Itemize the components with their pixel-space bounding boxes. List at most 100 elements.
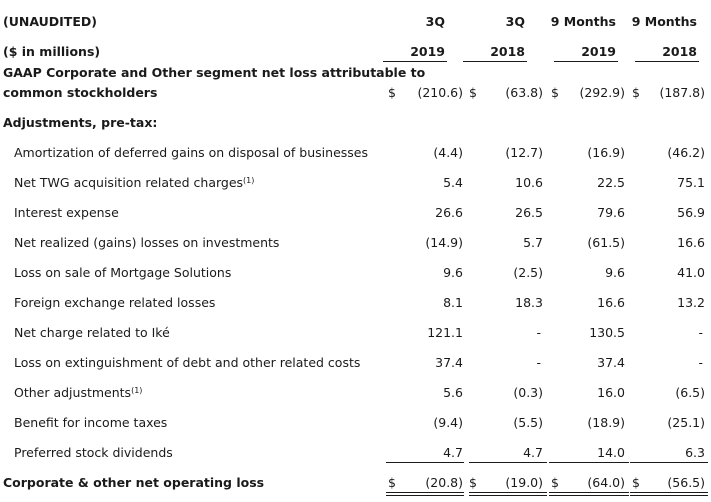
- gaap-row-label: common stockholders: [3, 85, 158, 100]
- gaap-row-value: (63.8): [505, 85, 543, 100]
- column-year: 2019: [581, 44, 616, 59]
- subtotal-rule: [630, 462, 708, 463]
- adjustment-label: Net TWG acquisition related charges(1): [14, 175, 254, 191]
- adjustment-label: Loss on extinguishment of debt and other…: [14, 355, 360, 371]
- header-underline: [554, 61, 618, 62]
- adjustment-value: 16.6: [677, 235, 705, 250]
- adjustment-value: (9.4): [433, 415, 463, 430]
- total-double-rule: [469, 492, 547, 493]
- adjustment-value: 37.4: [597, 355, 625, 370]
- currency-sign: $: [469, 85, 477, 100]
- adjustment-label: Net charge related to Iké: [14, 325, 170, 341]
- adjustments-heading: Adjustments, pre-tax:: [3, 115, 158, 130]
- adjustment-value: 5.7: [523, 235, 543, 250]
- adjustment-label: Benefit for income taxes: [14, 415, 167, 431]
- gaap-row-label: GAAP Corporate and Other segment net los…: [3, 65, 426, 80]
- adjustment-label-text: Interest expense: [14, 205, 119, 220]
- currency-sign: $: [632, 85, 640, 100]
- adjustment-label: Other adjustments(1): [14, 385, 142, 401]
- total-double-rule: [630, 495, 708, 496]
- adjustment-value: -: [698, 325, 703, 340]
- adjustment-label-text: Benefit for income taxes: [14, 415, 168, 430]
- total-double-rule: [469, 495, 547, 496]
- adjustment-value: 8.1: [443, 295, 463, 310]
- adjustment-label: Preferred stock dividends: [14, 445, 173, 461]
- adjustment-value: 26.5: [515, 205, 543, 220]
- header-units: ($ in millions): [3, 44, 101, 59]
- column-period: 9 Months: [631, 14, 697, 29]
- adjustment-value: (14.9): [425, 235, 463, 250]
- header-underline: [463, 61, 527, 62]
- adjustment-label: Foreign exchange related losses: [14, 295, 215, 311]
- adjustment-label-text: Other adjustments: [14, 385, 132, 400]
- footnote-marker: (1): [131, 386, 143, 395]
- adjustment-value: (2.5): [513, 265, 543, 280]
- adjustment-value: 9.6: [605, 265, 625, 280]
- adjustment-label-text: Loss on extinguishment of debt and other…: [14, 355, 361, 370]
- adjustment-value: (25.1): [667, 415, 705, 430]
- adjustment-value: 130.5: [589, 325, 625, 340]
- adjustment-value: 79.6: [597, 205, 625, 220]
- adjustment-value: 14.0: [597, 445, 625, 460]
- adjustment-value: 6.3: [685, 445, 705, 460]
- adjustment-value: 22.5: [597, 175, 625, 190]
- adjustment-value: 5.6: [443, 385, 463, 400]
- column-period: 9 Months: [550, 14, 616, 29]
- gaap-row-value: (187.8): [659, 85, 705, 100]
- subtotal-rule: [386, 462, 464, 463]
- adjustment-value: (12.7): [505, 145, 543, 160]
- total-double-rule: [386, 492, 464, 493]
- adjustment-label-text: Net realized (gains) losses on investmen…: [14, 235, 280, 250]
- adjustment-label: Loss on sale of Mortgage Solutions: [14, 265, 231, 281]
- currency-sign: $: [551, 85, 559, 100]
- total-row-label: Corporate & other net operating loss: [3, 475, 265, 490]
- column-year: 2018: [662, 44, 697, 59]
- adjustment-value: 121.1: [427, 325, 463, 340]
- adjustment-label-text: Amortization of deferred gains on dispos…: [14, 145, 368, 160]
- adjustment-value: 37.4: [435, 355, 463, 370]
- adjustment-value: 26.6: [435, 205, 463, 220]
- currency-sign: $: [551, 475, 559, 490]
- adjustment-value: 13.2: [677, 295, 705, 310]
- total-double-rule: [630, 492, 708, 493]
- header-underline: [383, 61, 447, 62]
- total-row-value: (19.0): [505, 475, 543, 490]
- adjustment-value: (16.9): [587, 145, 625, 160]
- adjustment-label-text: Net TWG acquisition related charges: [14, 175, 244, 190]
- adjustment-label: Amortization of deferred gains on dispos…: [14, 145, 368, 161]
- adjustment-value: 16.0: [597, 385, 625, 400]
- adjustment-value: 4.7: [443, 445, 463, 460]
- adjustment-value: -: [536, 355, 541, 370]
- currency-sign: $: [469, 475, 477, 490]
- adjustment-value: 10.6: [515, 175, 543, 190]
- adjustment-value: 9.6: [443, 265, 463, 280]
- gaap-row-value: (210.6): [417, 85, 463, 100]
- adjustment-value: (18.9): [587, 415, 625, 430]
- column-period: 3Q: [425, 14, 445, 29]
- subtotal-rule: [469, 462, 547, 463]
- adjustment-value: (5.5): [513, 415, 543, 430]
- total-double-rule: [549, 495, 629, 496]
- adjustment-value: -: [698, 355, 703, 370]
- adjustment-value: -: [536, 325, 541, 340]
- currency-sign: $: [632, 475, 640, 490]
- adjustment-label: Net realized (gains) losses on investmen…: [14, 235, 279, 251]
- total-row-value: (64.0): [587, 475, 625, 490]
- total-double-rule: [386, 495, 464, 496]
- adjustment-value: 75.1: [677, 175, 705, 190]
- adjustment-label-text: Preferred stock dividends: [14, 445, 173, 460]
- adjustment-value: (6.5): [675, 385, 705, 400]
- currency-sign: $: [388, 475, 396, 490]
- total-row-value: (20.8): [425, 475, 463, 490]
- column-year: 2018: [490, 44, 525, 59]
- adjustment-value: 56.9: [677, 205, 705, 220]
- adjustment-value: 5.4: [443, 175, 463, 190]
- header-label: (UNAUDITED): [3, 14, 97, 29]
- adjustment-value: 41.0: [677, 265, 705, 280]
- adjustment-label: Interest expense: [14, 205, 119, 221]
- column-year: 2019: [410, 44, 445, 59]
- adjustment-value: (4.4): [433, 145, 463, 160]
- adjustment-value: 4.7: [523, 445, 543, 460]
- total-double-rule: [549, 492, 629, 493]
- adjustment-label-text: Foreign exchange related losses: [14, 295, 216, 310]
